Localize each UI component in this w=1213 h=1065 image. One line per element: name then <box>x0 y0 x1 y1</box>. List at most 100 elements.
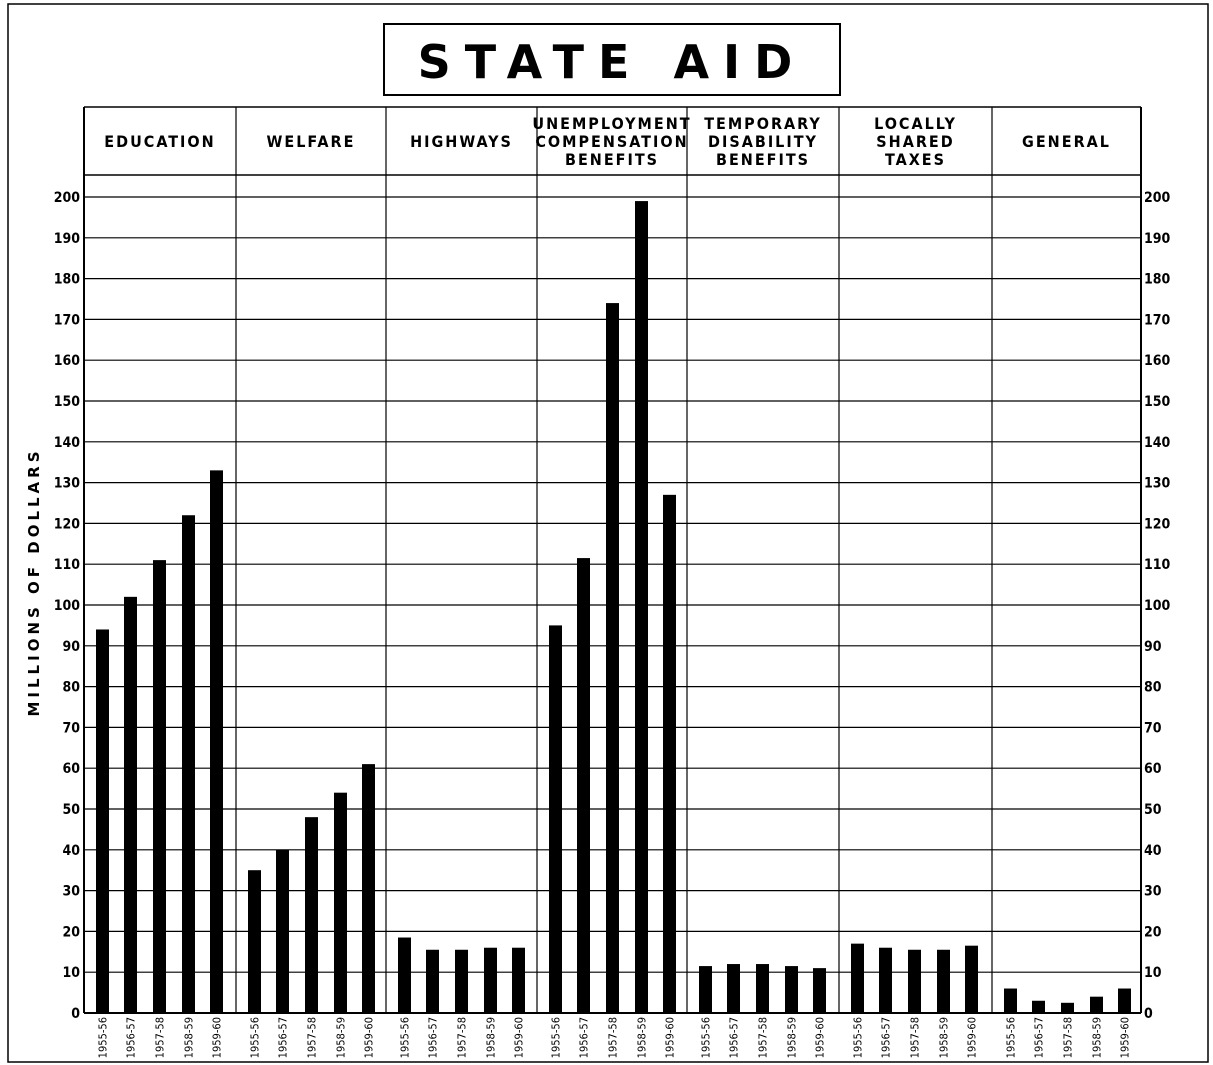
year-label: 1957-58 <box>607 1017 620 1058</box>
y-tick-label-right: 50 <box>1144 802 1162 818</box>
y-tick-label-right: 20 <box>1144 924 1162 940</box>
bar <box>727 964 740 1013</box>
year-label: 1956-57 <box>1033 1017 1046 1058</box>
year-label: 1956-57 <box>880 1017 893 1058</box>
year-labels: 1955-56 1956-57 1957-58 1958-59 1959-60 1955-… <box>97 1017 1132 1058</box>
bar <box>635 201 648 1013</box>
bar <box>606 303 619 1014</box>
chart-title: STATE AID <box>418 35 807 89</box>
y-tick-label-left: 10 <box>62 965 80 981</box>
y-tick-label-left: 40 <box>62 843 80 859</box>
bar <box>484 947 497 1013</box>
category-headers: EDUCATION WELFARE HIGHWAYS UNEMPLOYMENTCOMP… <box>104 114 1109 169</box>
y-tick-label-right: 0 <box>1144 1006 1153 1022</box>
y-axis-label: MILLIONS OF DOLLARS <box>25 447 43 716</box>
bar <box>96 629 109 1013</box>
category-label: DISABILITY <box>708 132 818 151</box>
bars <box>96 201 1131 1014</box>
year-label: 1955-56 <box>399 1017 412 1058</box>
y-tick-label-left: 80 <box>62 680 80 696</box>
bar <box>334 792 347 1013</box>
y-tick-label-left: 140 <box>54 435 81 451</box>
bar <box>965 945 978 1013</box>
bar <box>1004 988 1017 1013</box>
year-label: 1955-56 <box>852 1017 865 1058</box>
category-label: BENEFITS <box>716 150 810 169</box>
y-tick-label-right: 70 <box>1144 720 1162 736</box>
y-tick-label-left: 70 <box>62 720 80 736</box>
year-label: 1957-58 <box>456 1017 469 1058</box>
bar <box>153 560 166 1013</box>
year-label: 1959-60 <box>664 1017 677 1058</box>
year-label: 1959-60 <box>814 1017 827 1058</box>
year-label: 1959-60 <box>363 1017 376 1058</box>
outer-frame <box>7 3 1209 1063</box>
y-tick-label-left: 0 <box>71 1006 80 1022</box>
y-tick-label-left: 110 <box>54 557 81 573</box>
bar <box>663 494 676 1014</box>
year-label: 1956-57 <box>277 1017 290 1058</box>
y-tick-label-left: 30 <box>62 884 80 900</box>
year-label: 1958-59 <box>485 1017 498 1058</box>
year-label: 1956-57 <box>578 1017 591 1058</box>
category-label: SHARED <box>876 132 954 151</box>
year-label: 1958-59 <box>1091 1017 1104 1058</box>
bar <box>756 964 769 1013</box>
bar <box>1061 1002 1074 1013</box>
bar <box>248 870 261 1013</box>
year-label: 1958-59 <box>938 1017 951 1058</box>
bar <box>210 470 223 1013</box>
year-label: 1956-57 <box>728 1017 741 1058</box>
y-tick-label-right: 190 <box>1144 231 1171 247</box>
y-tick-label-right: 180 <box>1144 272 1171 288</box>
year-label: 1959-60 <box>513 1017 526 1058</box>
bar <box>937 949 950 1013</box>
year-label: 1957-58 <box>909 1017 922 1058</box>
bar <box>182 515 195 1013</box>
bar <box>851 943 864 1013</box>
title-box <box>383 23 841 96</box>
bar <box>785 966 798 1013</box>
y-tick-label-right: 160 <box>1144 353 1171 369</box>
y-tick-label-right: 140 <box>1144 435 1171 451</box>
bar <box>512 947 525 1013</box>
year-label: 1955-56 <box>700 1017 713 1058</box>
y-tick-label-right: 40 <box>1144 843 1162 859</box>
year-label: 1958-59 <box>786 1017 799 1058</box>
y-tick-label-right: 100 <box>1144 598 1171 614</box>
year-label: 1955-56 <box>97 1017 110 1058</box>
bar <box>1032 1000 1045 1013</box>
year-label: 1957-58 <box>154 1017 167 1058</box>
category-label: TAXES <box>885 150 946 169</box>
year-label: 1956-57 <box>427 1017 440 1058</box>
y-tick-label-right: 120 <box>1144 516 1171 532</box>
bar <box>276 849 289 1013</box>
bar <box>1118 988 1131 1013</box>
category-label: WELFARE <box>267 132 356 151</box>
y-tick-label-right: 130 <box>1144 476 1171 492</box>
y-tick-label-right: 200 <box>1144 190 1171 206</box>
bar <box>455 949 468 1013</box>
bar <box>426 949 439 1013</box>
y-tick-label-left: 190 <box>54 231 81 247</box>
bar <box>549 625 562 1013</box>
y-tick-label-left: 180 <box>54 272 81 288</box>
year-label: 1955-56 <box>1005 1017 1018 1058</box>
year-label: 1957-58 <box>757 1017 770 1058</box>
category-label: COMPENSATION <box>535 132 688 151</box>
y-tick-label-left: 130 <box>54 476 81 492</box>
y-tick-label-right: 10 <box>1144 965 1162 981</box>
y-tick-label-right: 150 <box>1144 394 1171 410</box>
year-label: 1957-58 <box>1062 1017 1075 1058</box>
y-tick-label-left: 60 <box>62 761 80 777</box>
y-tick-label-right: 80 <box>1144 680 1162 696</box>
category-label: LOCALLY <box>874 114 957 133</box>
y-tick-label-left: 150 <box>54 394 81 410</box>
year-label: 1955-56 <box>550 1017 563 1058</box>
bar <box>362 764 375 1013</box>
year-label: 1957-58 <box>306 1017 319 1058</box>
y-tick-label-right: 30 <box>1144 884 1162 900</box>
y-tick-label-right: 90 <box>1144 639 1162 655</box>
bar <box>699 966 712 1013</box>
category-label: EDUCATION <box>104 132 215 151</box>
